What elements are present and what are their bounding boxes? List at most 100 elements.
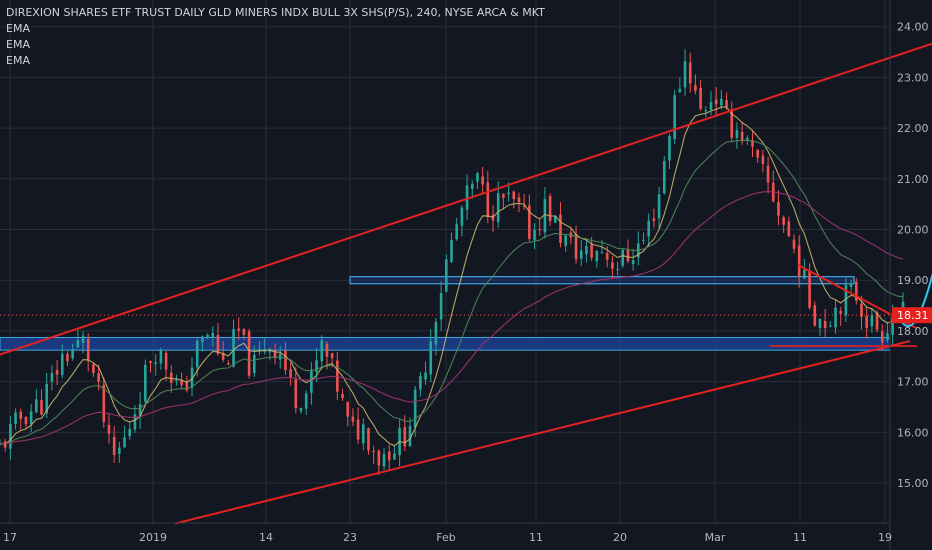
candle-body[interactable] <box>356 419 360 440</box>
candle-body[interactable] <box>180 380 183 385</box>
candle-body[interactable] <box>621 249 625 266</box>
candle-body[interactable] <box>50 372 54 382</box>
candle-body[interactable] <box>92 364 95 373</box>
candle-body[interactable] <box>221 352 225 360</box>
candle-body[interactable] <box>242 328 246 335</box>
candle-body[interactable] <box>517 197 521 203</box>
candle-body[interactable] <box>522 205 526 207</box>
legend-ema-3[interactable]: EMA <box>6 54 30 67</box>
candle-body[interactable] <box>626 249 630 262</box>
candle-body[interactable] <box>880 331 884 343</box>
candle-body[interactable] <box>528 205 531 240</box>
candle-body[interactable] <box>538 229 542 231</box>
legend-ema-2[interactable]: EMA <box>6 38 30 51</box>
candle-body[interactable] <box>149 361 152 363</box>
candle-body[interactable] <box>24 416 28 425</box>
candle-body[interactable] <box>133 414 137 430</box>
candle-body[interactable] <box>595 250 599 262</box>
candle-body[interactable] <box>787 221 791 236</box>
candle-body[interactable] <box>403 427 407 447</box>
candle-body[interactable] <box>201 336 204 343</box>
candle-body[interactable] <box>548 195 552 222</box>
candle-body[interactable] <box>336 360 339 392</box>
candle-body[interactable] <box>886 333 889 340</box>
candle-body[interactable] <box>699 87 702 109</box>
candle-body[interactable] <box>746 137 749 140</box>
legend-ema-1[interactable]: EMA <box>6 22 30 35</box>
candle-body[interactable] <box>424 372 427 380</box>
candle-body[interactable] <box>823 320 827 329</box>
candle-body[interactable] <box>19 411 23 419</box>
candle-body[interactable] <box>647 220 651 237</box>
candle-body[interactable] <box>803 269 806 279</box>
candle-body[interactable] <box>657 194 661 219</box>
candle-body[interactable] <box>346 401 350 417</box>
candle-body[interactable] <box>600 252 604 254</box>
candle-body[interactable] <box>854 281 858 301</box>
candle-body[interactable] <box>35 399 38 413</box>
candle-body[interactable] <box>559 214 562 243</box>
candle-body[interactable] <box>55 370 59 375</box>
candle-body[interactable] <box>445 259 448 292</box>
candle-body[interactable] <box>387 451 391 461</box>
candle-body[interactable] <box>97 373 100 382</box>
candle-body[interactable] <box>164 352 168 370</box>
candle-body[interactable] <box>709 102 713 110</box>
candle-body[interactable] <box>211 332 215 338</box>
candle-body[interactable] <box>829 325 832 327</box>
candle-body[interactable] <box>860 303 863 317</box>
candle-body[interactable] <box>252 354 256 374</box>
candle-body[interactable] <box>9 424 12 449</box>
candle-body[interactable] <box>616 268 619 270</box>
candle-body[interactable] <box>496 193 500 222</box>
candle-body[interactable] <box>144 364 147 402</box>
candle-body[interactable] <box>429 341 433 375</box>
candle-body[interactable] <box>662 160 666 194</box>
candle-body[interactable] <box>813 305 817 326</box>
candle-body[interactable] <box>107 424 111 434</box>
candle-body[interactable] <box>382 453 386 467</box>
candle-body[interactable] <box>128 428 132 437</box>
candle-body[interactable] <box>870 315 874 327</box>
candle-body[interactable] <box>579 250 583 259</box>
candle-body[interactable] <box>460 207 464 226</box>
candle-body[interactable] <box>766 165 770 183</box>
candle-body[interactable] <box>533 229 536 241</box>
candle-body[interactable] <box>60 353 64 375</box>
candle-body[interactable] <box>631 260 635 265</box>
drawing-annotations[interactable] <box>0 39 932 525</box>
candle-body[interactable] <box>839 310 843 314</box>
candle-body[interactable] <box>29 411 33 424</box>
candle-body[interactable] <box>642 239 645 241</box>
candle-body[interactable] <box>439 293 443 320</box>
candle-body[interactable] <box>865 315 868 328</box>
candle-body[interactable] <box>123 437 126 448</box>
candle-body[interactable] <box>455 224 458 240</box>
candle-body[interactable] <box>694 85 697 91</box>
candle-body[interactable] <box>673 95 676 140</box>
candle-body[interactable] <box>320 340 324 362</box>
candle-body[interactable] <box>185 382 189 391</box>
candle-body[interactable] <box>45 383 49 414</box>
candle-body[interactable] <box>273 350 277 359</box>
projection-path[interactable] <box>895 170 932 328</box>
candle-body[interactable] <box>668 136 671 161</box>
candle-body[interactable] <box>159 349 163 364</box>
candle-body[interactable] <box>195 340 199 368</box>
candle-body[interactable] <box>377 450 381 466</box>
candlestick-series[interactable] <box>0 49 905 475</box>
candle-body[interactable] <box>315 360 318 373</box>
candle-body[interactable] <box>761 155 765 164</box>
candle-body[interactable] <box>40 400 43 415</box>
candle-body[interactable] <box>434 322 438 345</box>
x-axis[interactable]: 17 2019 14 23 Feb 11 20 Mar 11 19 <box>0 522 892 544</box>
candle-body[interactable] <box>502 193 505 198</box>
candle-body[interactable] <box>81 335 85 343</box>
candle-body[interactable] <box>227 363 230 365</box>
candle-body[interactable] <box>688 62 692 84</box>
candle-body[interactable] <box>756 149 759 158</box>
candle-body[interactable] <box>237 328 241 331</box>
candle-body[interactable] <box>476 173 479 182</box>
candle-body[interactable] <box>751 140 754 147</box>
